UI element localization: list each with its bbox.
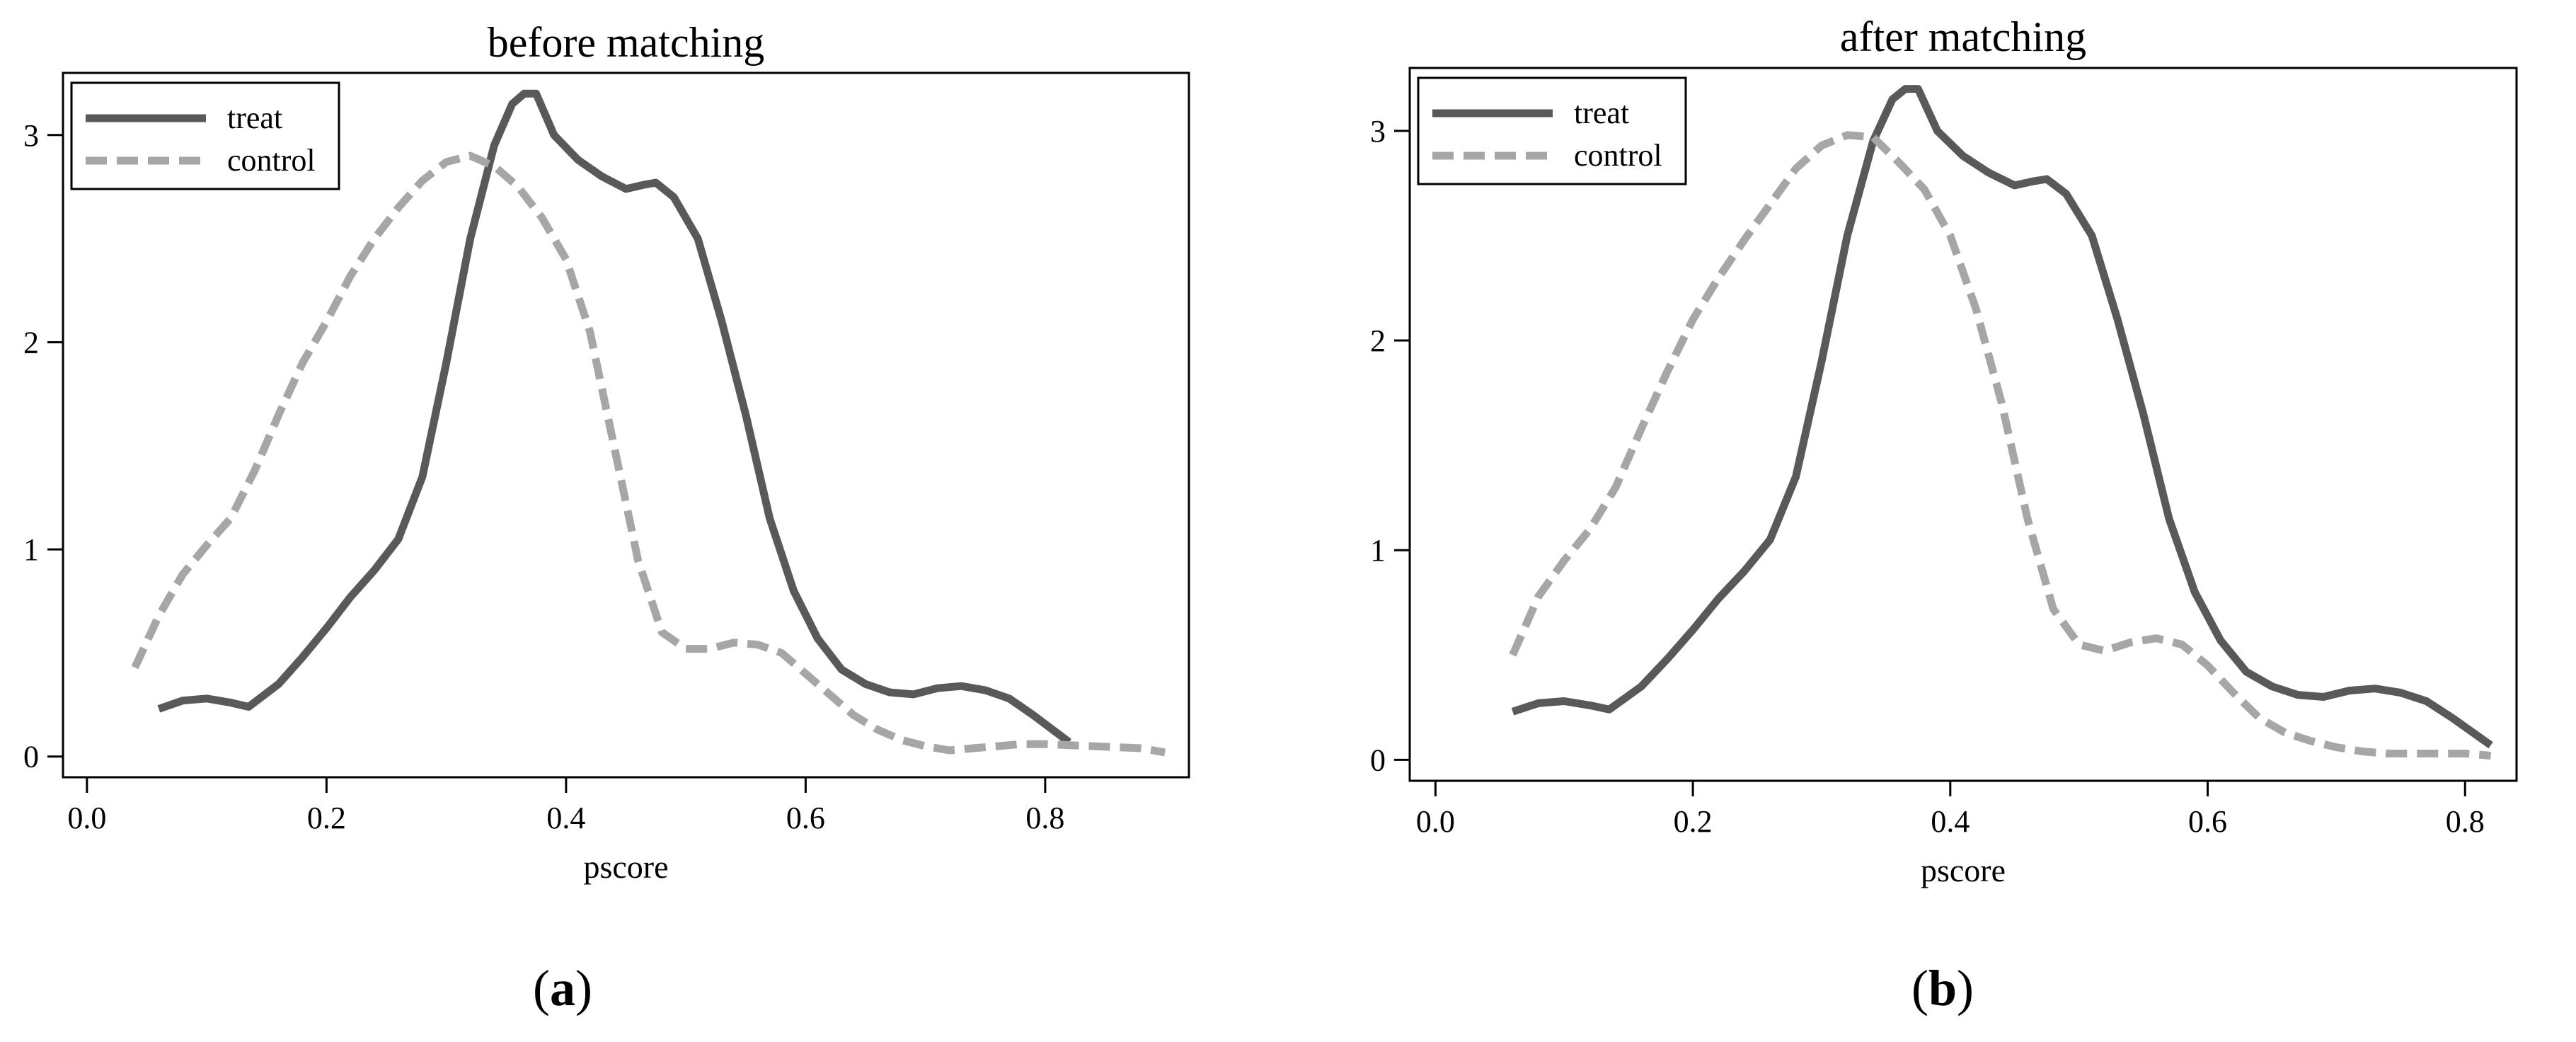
panel-label: (a) — [533, 960, 592, 1017]
x-tick-label: 0.8 — [2446, 804, 2485, 839]
x-tick-label: 0.4 — [1931, 804, 1970, 839]
y-tick-label: 1 — [1370, 533, 1386, 568]
series-line-treat — [1511, 85, 2493, 749]
series-line-control — [131, 151, 1166, 757]
y-tick-label: 0 — [23, 740, 39, 774]
y-tick-label: 2 — [23, 325, 39, 360]
x-tick-label: 0.2 — [1674, 804, 1713, 839]
chart-title: after matching — [1840, 13, 2086, 60]
panel-label-close-paren: ) — [1957, 960, 1974, 1017]
chart-panel-1: before matching 0.0 0.2 0.4 0.6 0.8 0 1 2 3 pscore… — [23, 19, 1190, 1017]
panel-label: (b) — [1911, 960, 1974, 1017]
panel-label-letter: b — [1928, 960, 1957, 1017]
y-tick-label: 3 — [23, 118, 39, 153]
x-tick-label: 0.6 — [786, 801, 825, 835]
x-tick-label: 0.0 — [67, 801, 106, 835]
legend-box — [70, 81, 340, 190]
x-axis-label: pscore — [583, 849, 668, 885]
panel-label-open-paren: ( — [1911, 960, 1928, 1017]
plot-frame — [1408, 67, 2518, 782]
x-axis-label: pscore — [1921, 852, 2006, 888]
series-line-control — [1509, 131, 2492, 760]
chart-panel-2: after matching 0.0 0.2 0.4 0.6 0.8 0 1 2 3 pscore t… — [1370, 13, 2518, 1017]
x-tick-label: 0.4 — [546, 801, 585, 835]
y-tick-label: 1 — [23, 532, 39, 567]
legend-label-treat: treat — [227, 101, 282, 135]
legend: treat control — [1417, 76, 1687, 185]
panel-label-letter: a — [550, 960, 575, 1017]
x-tick-label: 0.0 — [1416, 804, 1455, 839]
legend-label-treat: treat — [1574, 96, 1629, 130]
series-line-treat — [157, 89, 1072, 745]
panel-label-close-paren: ) — [575, 960, 592, 1017]
chart-title: before matching — [488, 19, 765, 66]
y-tick-label: 2 — [1370, 324, 1386, 358]
panel-label-open-paren: ( — [533, 960, 550, 1017]
plot-frame — [62, 71, 1190, 779]
x-tick-label: 0.2 — [307, 801, 346, 835]
y-tick-label: 3 — [1370, 114, 1386, 149]
x-tick-label: 0.6 — [2188, 804, 2227, 839]
legend-box — [1417, 76, 1687, 185]
legend: treat control — [70, 81, 340, 190]
legend-label-control: control — [227, 143, 316, 178]
x-tick-label: 0.8 — [1025, 801, 1064, 835]
legend-label-control: control — [1574, 138, 1662, 173]
y-tick-label: 0 — [1370, 743, 1386, 777]
